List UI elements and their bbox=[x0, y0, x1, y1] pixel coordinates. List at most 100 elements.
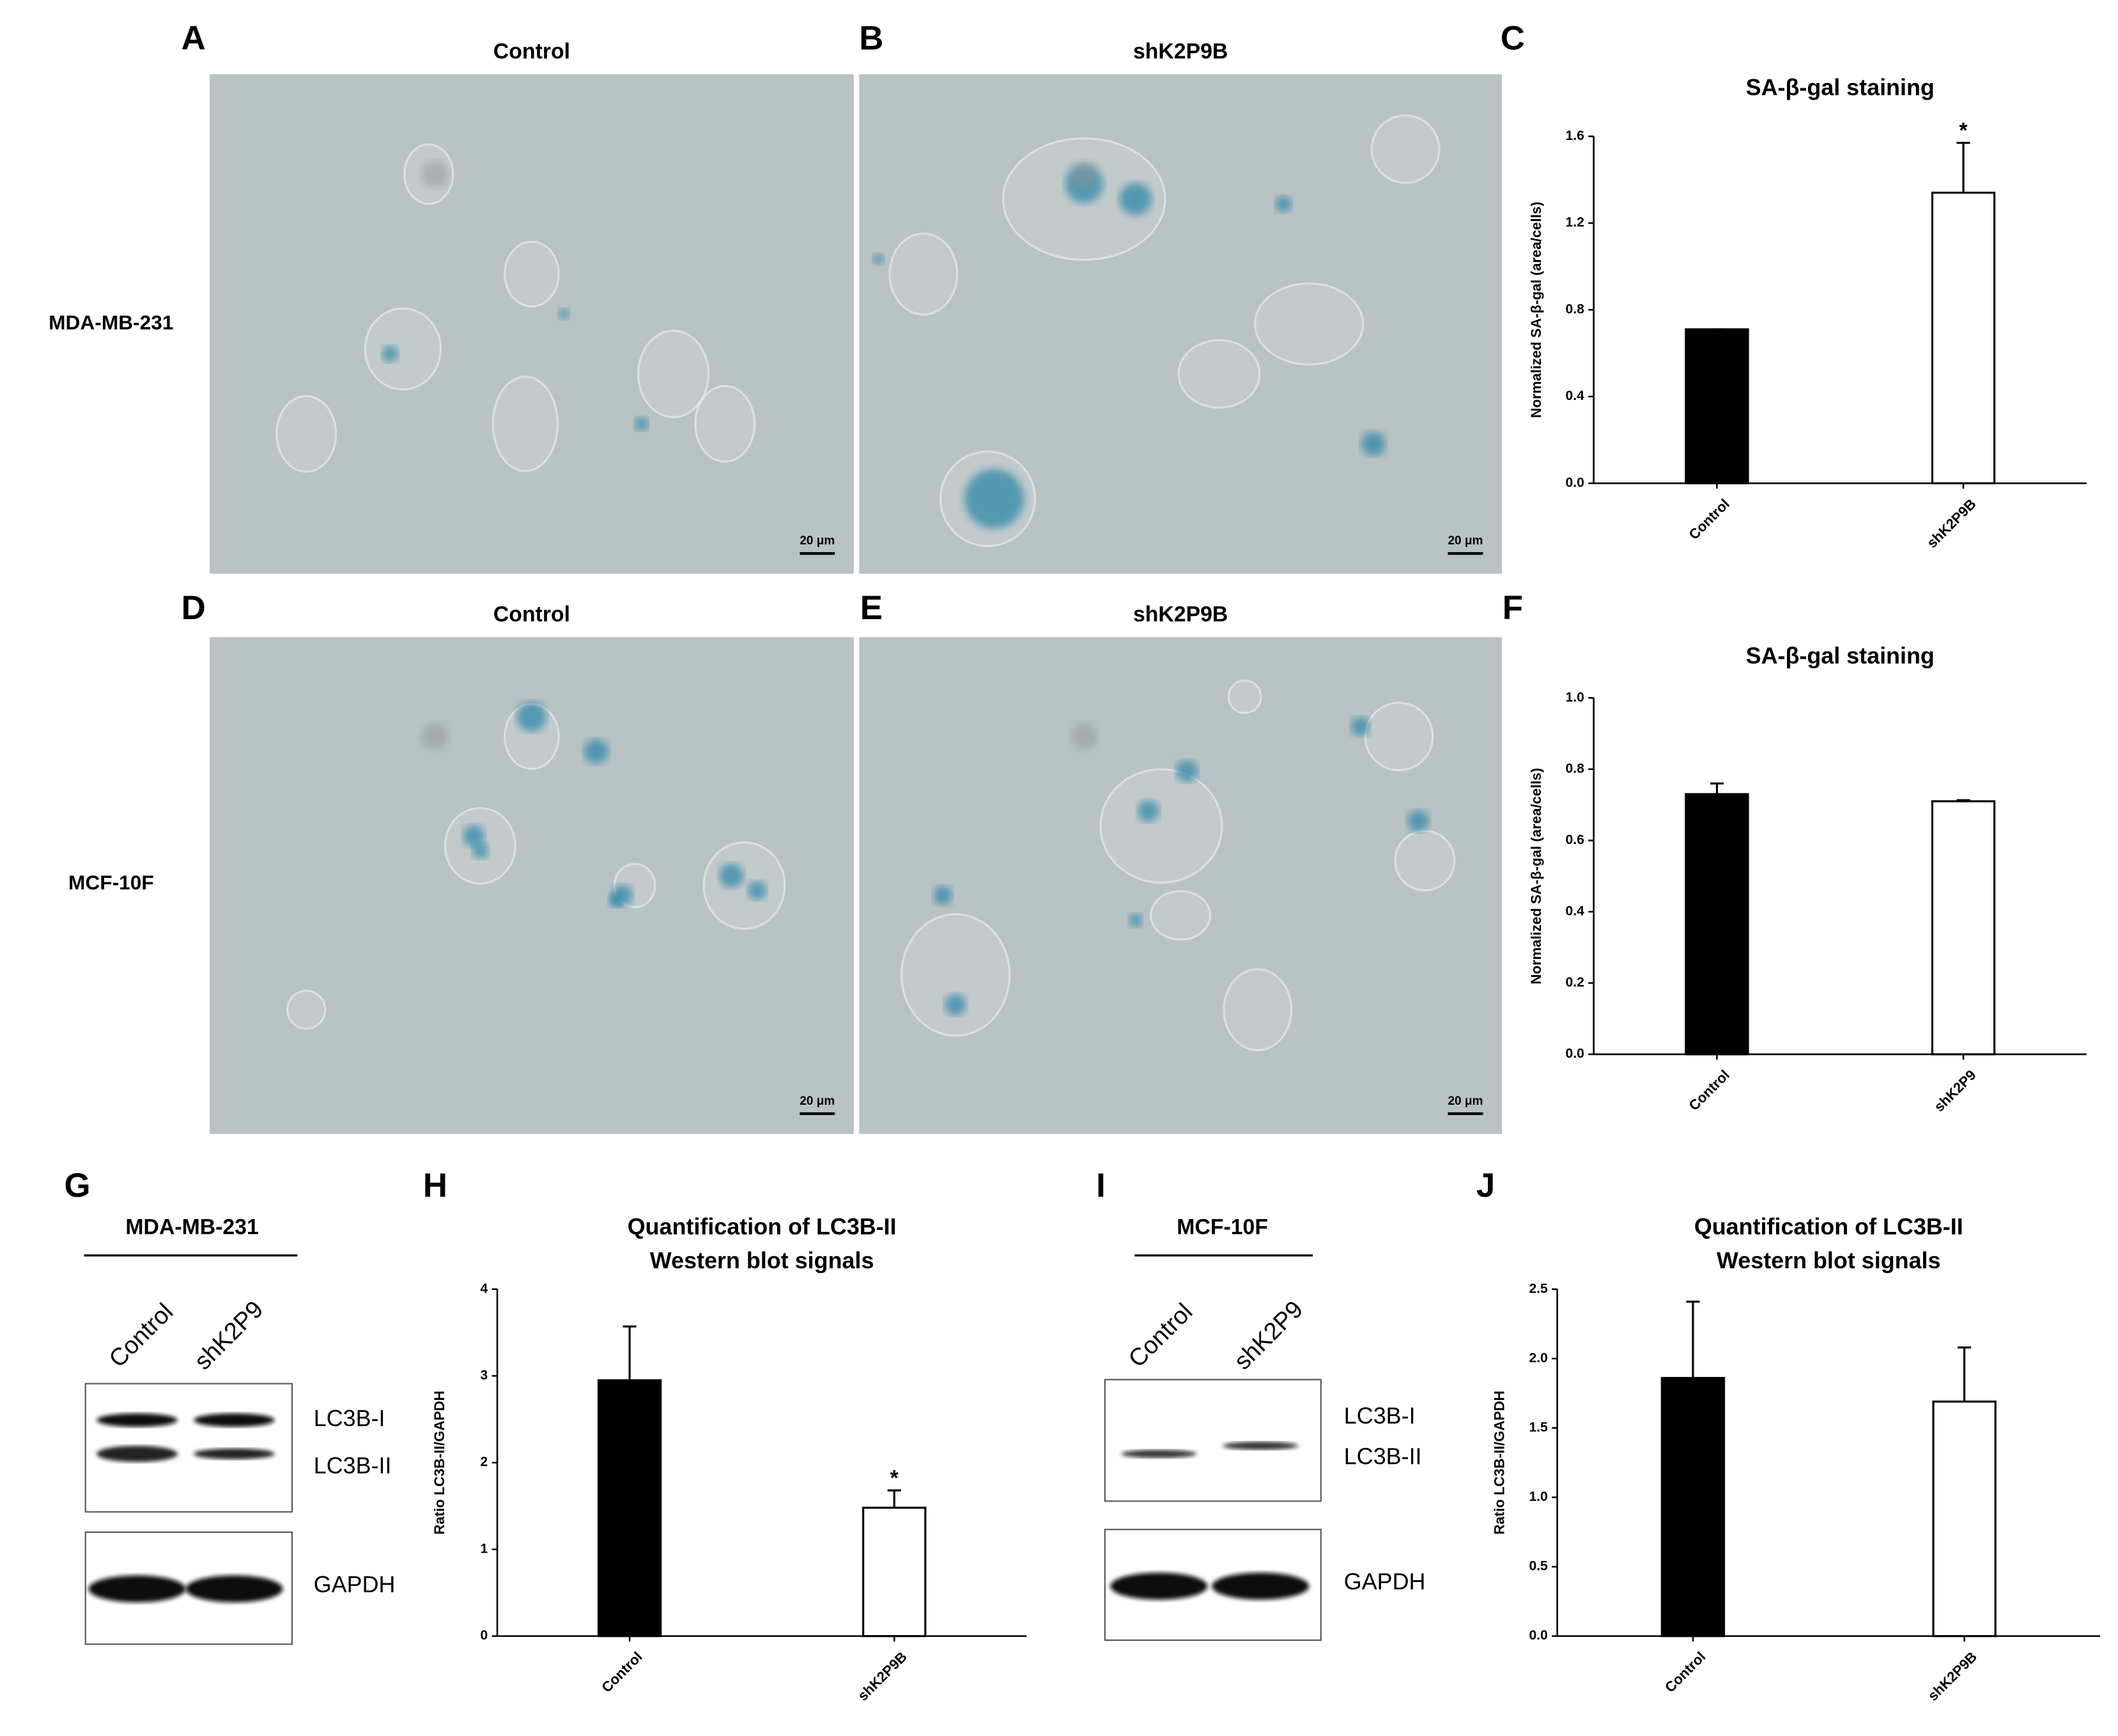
x-tick-label: shK2P9B bbox=[1924, 496, 1979, 551]
significance: * bbox=[1959, 119, 1968, 143]
x-tick-label: shK2P9 bbox=[1931, 1067, 1979, 1115]
scale-label: 20 μm bbox=[1448, 534, 1483, 548]
panel-letter: C bbox=[1501, 19, 1525, 57]
y-tick-label: 0.2 bbox=[1566, 975, 1584, 990]
y-tick-label: 1 bbox=[481, 1541, 488, 1556]
y-tick-label: 0.4 bbox=[1566, 904, 1585, 919]
cell-outline bbox=[1177, 339, 1261, 409]
bar bbox=[1932, 1401, 1997, 1638]
stain bbox=[1407, 810, 1430, 832]
band-label: LC3B-II bbox=[314, 1452, 392, 1479]
x-tick-label: Control bbox=[598, 1648, 645, 1695]
band-label: LC3B-I bbox=[314, 1405, 385, 1431]
cell-outline bbox=[1150, 890, 1212, 941]
stain bbox=[558, 308, 569, 319]
cell-outline bbox=[637, 330, 710, 419]
band-label: GAPDH bbox=[1344, 1569, 1426, 1595]
stain bbox=[584, 739, 608, 764]
blot-frame bbox=[1104, 1379, 1322, 1502]
band-label: GAPDH bbox=[314, 1571, 396, 1597]
y-tick-label: 2 bbox=[481, 1455, 488, 1470]
micrograph-title: shK2P9B bbox=[1133, 602, 1228, 626]
chart-title: SA-β-gal staining bbox=[1746, 642, 1935, 668]
bar bbox=[1660, 1377, 1726, 1638]
cell-outline bbox=[1364, 702, 1434, 772]
panel-letter: I bbox=[1096, 1167, 1106, 1204]
band bbox=[185, 1575, 283, 1602]
blot-title: MDA-MB-231 bbox=[125, 1215, 258, 1240]
cell-outline bbox=[1370, 114, 1441, 184]
cell-outline bbox=[491, 375, 559, 472]
micrograph-title: Control bbox=[493, 39, 570, 63]
y-axis-label: Normalized SA-β-gal (area/cells) bbox=[1528, 201, 1544, 418]
stain bbox=[719, 863, 744, 888]
bar bbox=[1685, 793, 1749, 1056]
lane-label: shK2P9 bbox=[189, 1296, 268, 1375]
cell-outline bbox=[888, 232, 959, 316]
shadow bbox=[421, 723, 449, 750]
cell-outline bbox=[901, 913, 1011, 1037]
stain bbox=[1129, 913, 1143, 927]
stain bbox=[1119, 183, 1152, 215]
stain bbox=[463, 825, 485, 847]
chart-title: Quantification of LC3B-II bbox=[628, 1213, 897, 1240]
cell-outline bbox=[286, 990, 327, 1030]
cell-outline bbox=[1223, 968, 1293, 1052]
significance: * bbox=[890, 1466, 899, 1491]
band bbox=[97, 1445, 178, 1463]
stain bbox=[382, 346, 398, 362]
scale-label: 20 μm bbox=[1448, 1095, 1483, 1108]
micrograph-title: shK2P9B bbox=[1133, 39, 1228, 63]
scale-label: 20 μm bbox=[800, 534, 835, 548]
stain bbox=[933, 886, 952, 905]
panel-letter: A bbox=[182, 19, 206, 57]
stain bbox=[608, 893, 622, 907]
band bbox=[1212, 1572, 1310, 1600]
shadow bbox=[1071, 160, 1098, 188]
cell-outline bbox=[694, 385, 756, 463]
y-tick-label: 0.0 bbox=[1566, 1047, 1584, 1061]
micrograph-title: Control bbox=[493, 602, 570, 626]
band bbox=[1121, 1450, 1197, 1458]
stain bbox=[1176, 760, 1198, 783]
x-tick-label: shK2P9B bbox=[1925, 1648, 1981, 1704]
scale-label: 20 μm bbox=[800, 1095, 835, 1108]
panel-letter: F bbox=[1503, 589, 1523, 627]
panel-letter: D bbox=[182, 589, 206, 627]
bar bbox=[862, 1507, 927, 1638]
panel-letter: J bbox=[1476, 1167, 1495, 1204]
y-tick-label: 0.5 bbox=[1529, 1559, 1548, 1574]
y-tick-label: 2.0 bbox=[1529, 1351, 1547, 1365]
stain bbox=[516, 702, 547, 732]
cell-outline bbox=[364, 307, 442, 391]
micrograph bbox=[210, 74, 854, 574]
stain bbox=[873, 253, 884, 265]
y-tick-label: 0.4 bbox=[1566, 388, 1585, 403]
band bbox=[88, 1575, 186, 1602]
x-tick-label: Control bbox=[1686, 1067, 1733, 1114]
cell-outline bbox=[504, 240, 560, 308]
chart-title: Western blot signals bbox=[1717, 1247, 1941, 1273]
bar bbox=[1931, 192, 1996, 484]
band-label: LC3B-I bbox=[1344, 1402, 1416, 1429]
panel-letter: H bbox=[423, 1167, 447, 1204]
lane-label: Control bbox=[1124, 1298, 1198, 1372]
lane-label: shK2P9 bbox=[1229, 1296, 1308, 1375]
band bbox=[1223, 1441, 1299, 1450]
x-tick-label: Control bbox=[1662, 1648, 1708, 1695]
band bbox=[194, 1448, 275, 1459]
cell-outline bbox=[1099, 768, 1223, 884]
stain bbox=[1361, 431, 1386, 456]
bar bbox=[1685, 328, 1749, 484]
stain bbox=[1275, 196, 1292, 213]
y-tick-label: 0.8 bbox=[1566, 302, 1585, 316]
stain bbox=[747, 880, 767, 900]
cell-outline bbox=[1394, 830, 1456, 892]
chart-title: Western blot signals bbox=[650, 1247, 874, 1273]
shadow bbox=[421, 160, 449, 188]
chart-title: SA-β-gal staining bbox=[1746, 74, 1935, 100]
panel-letter: B bbox=[859, 19, 883, 57]
y-tick-label: 0.8 bbox=[1566, 761, 1585, 776]
